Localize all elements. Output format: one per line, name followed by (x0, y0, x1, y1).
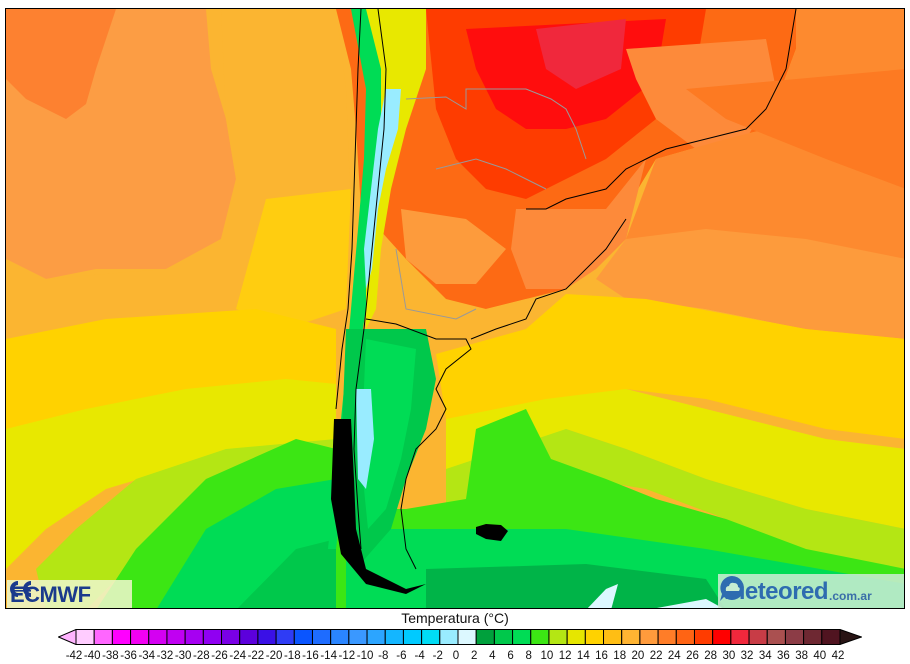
colorbar-swatch (311, 629, 332, 645)
colorbar-swatch (603, 629, 623, 645)
colorbar-tick-label: 42 (831, 650, 845, 662)
colorbar-swatch (148, 629, 168, 645)
colorbar-swatch (457, 629, 477, 645)
colorbar-tick-label: 26 (686, 650, 699, 662)
colorbar-swatch (221, 629, 241, 645)
colorbar-tick-label: 38 (795, 650, 809, 662)
colorbar-swatch (402, 629, 423, 645)
colorbar-tick-label: -14 (320, 650, 337, 662)
colorbar-tick-label: 24 (667, 650, 681, 662)
colorbar-tick-label: 16 (595, 650, 608, 662)
colorbar-swatch (202, 629, 223, 645)
colorbar-tick-label: -8 (378, 650, 389, 662)
colorbar-swatch (493, 629, 514, 645)
colorbar-swatch (730, 629, 750, 645)
colorbar-tick-label: -26 (211, 650, 228, 662)
colorbar-tick-label: 0 (452, 650, 460, 662)
colorbar-tick-label: 40 (813, 650, 827, 662)
colorbar-tick-label: 28 (704, 650, 718, 662)
colorbar-swatch (821, 629, 841, 645)
colorbar-tick-label: -18 (283, 650, 301, 662)
colorbar-swatch (693, 629, 714, 645)
colorbar-tick-label: -30 (174, 650, 192, 662)
colorbar-swatch (130, 629, 150, 645)
colorbar-tick-label: -12 (338, 650, 356, 662)
colorbar-tick-label: 10 (540, 650, 554, 662)
colorbar-swatch (439, 629, 459, 645)
colorbar-tick-label: 20 (631, 650, 645, 662)
colorbar-swatch (111, 629, 132, 645)
colorbar-tick-label: -22 (247, 650, 265, 662)
colorbar-swatch (366, 629, 386, 645)
temperature-colorbar (58, 629, 862, 645)
ecmwf-logo-icon (10, 581, 32, 597)
colorbar-tick-label: -10 (356, 650, 374, 662)
colorbar-tick-label: 4 (489, 650, 496, 662)
colorbar-swatch (784, 629, 805, 645)
colorbar-tick-label: -40 (83, 650, 101, 662)
temperature-map[interactable]: ECMWF meteored .com.ar (5, 8, 905, 609)
colorbar-swatch (184, 629, 204, 645)
colorbar-tick-label: -4 (414, 650, 425, 662)
colorbar-swatch (512, 629, 532, 645)
meteored-logo[interactable]: meteored .com.ar (718, 574, 904, 608)
colorbar-swatch (384, 629, 404, 645)
colorbar-tick-label: -34 (138, 650, 156, 662)
colorbar-tick-label: -24 (229, 650, 247, 662)
colorbar-swatch (75, 629, 95, 645)
colorbar-swatch (330, 629, 350, 645)
colorbar-tick-label: 32 (740, 650, 754, 662)
colorbar-tick-label: -6 (396, 650, 407, 662)
colorbar-tick-label: 18 (613, 650, 627, 662)
colorbar-swatch (548, 629, 568, 645)
colorbar-tick-label: -32 (156, 650, 174, 662)
colorbar-swatch (712, 629, 732, 645)
colorbar-swatch (657, 629, 677, 645)
colorbar-tick-label: 12 (558, 650, 572, 662)
colorbar-tick-label: -36 (120, 650, 137, 662)
colorbar-tick-label: 2 (470, 650, 478, 662)
colorbar-swatch (275, 629, 295, 645)
colorbar-swatch (348, 629, 368, 645)
colorbar-under-arrow (58, 629, 77, 645)
colorbar-swatch (421, 629, 441, 645)
colorbar-swatch (530, 629, 550, 645)
colorbar-swatch (675, 629, 695, 645)
colorbar-tick-label: -28 (193, 650, 210, 662)
colorbar-swatch (239, 629, 259, 645)
colorbar-tick-label: 30 (722, 650, 736, 662)
colorbar-swatch (566, 629, 586, 645)
colorbar-swatch (257, 629, 277, 645)
colorbar-over-arrow (839, 629, 862, 645)
colorbar-swatch (803, 629, 823, 645)
colorbar-tick-labels: -42 -40 -38 -36 -34 -32 -30 -28 -26 -24 -22 -20 -18-… (0, 650, 910, 664)
colorbar-swatch (166, 629, 186, 645)
legend-title: Temperatura (°C) (401, 610, 509, 626)
colorbar-tick-label: -20 (265, 650, 283, 662)
colorbar-tick-label: -2 (432, 650, 443, 662)
colorbar-swatch (748, 629, 768, 645)
colorbar-tick-label: -38 (102, 650, 119, 662)
colorbar-swatch (475, 629, 495, 645)
meteored-cloud-bubble-icon (720, 576, 744, 601)
colorbar-swatch (639, 629, 659, 645)
colorbar-tick-label: 6 (507, 650, 514, 662)
temperature-field (6, 9, 904, 608)
colorbar-tick-label: 22 (649, 650, 663, 662)
colorbar-swatch (766, 629, 786, 645)
colorbar-tick-label: 8 (525, 650, 532, 662)
colorbar-tick-label: -42 (65, 650, 83, 662)
colorbar-swatch (293, 629, 313, 645)
colorbar-tick-label: -16 (302, 650, 319, 662)
colorbar-tick-label: 14 (576, 650, 590, 662)
ecmwf-logo: ECMWF (7, 580, 132, 608)
meteored-logo-tld: .com.ar (829, 588, 872, 603)
colorbar-tick-label: 34 (758, 650, 772, 662)
colorbar-swatch (93, 629, 113, 645)
colorbar-tick-label: 36 (777, 650, 790, 662)
colorbar-swatch (621, 629, 641, 645)
colorbar-swatch (584, 629, 605, 645)
